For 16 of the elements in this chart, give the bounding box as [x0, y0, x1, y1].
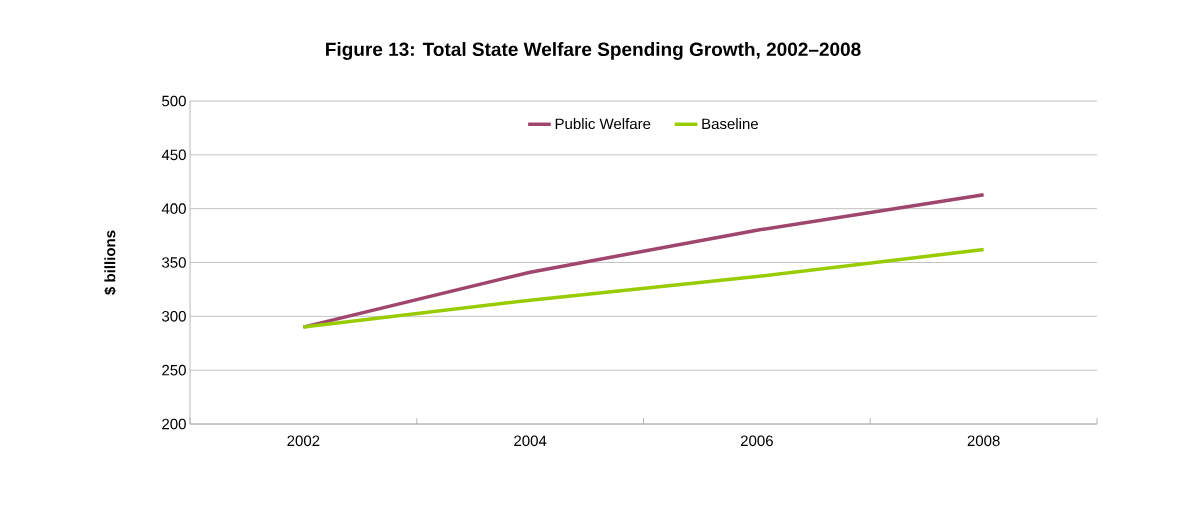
y-tick-label: 350 [162, 257, 186, 268]
y-tick-label: 300 [162, 311, 186, 322]
y-tick-label: 250 [162, 364, 186, 376]
line-series [301, 247, 986, 329]
x-tick-label: 2004 [514, 435, 547, 447]
y-tick-label: 200 [162, 418, 186, 430]
chart-title: Figure 13: Total State Welfare Spending Growth, 2002–2008 [326, 42, 861, 60]
y-tick-label: 400 [161, 203, 186, 214]
legend-label: Public Welfare [555, 118, 651, 130]
y-axis-title: $ billions [104, 230, 117, 295]
y-tick-label: 500 [162, 95, 186, 107]
y-tick-label: 450 [161, 149, 186, 161]
legend-label: Baseline [702, 118, 758, 130]
x-tick-label: 2008 [967, 435, 1000, 447]
x-tick-label: 2006 [740, 435, 773, 447]
x-tick-label: 2002 [287, 435, 320, 447]
